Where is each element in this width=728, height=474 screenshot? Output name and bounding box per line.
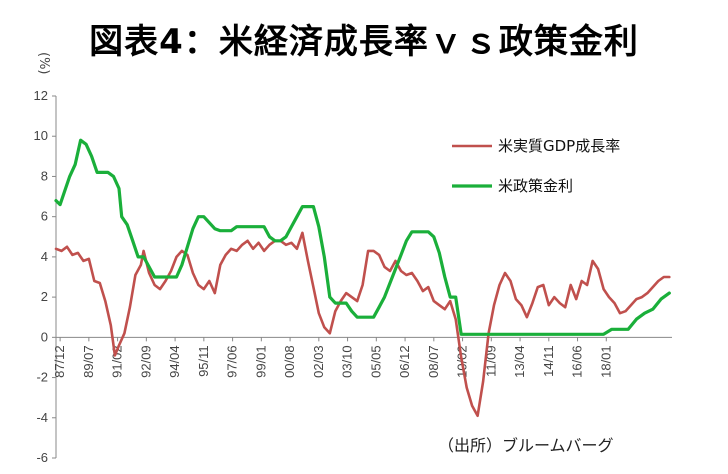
- series-layer: [54, 138, 671, 418]
- x-tick-label: 03/10: [340, 345, 355, 378]
- x-tick-label: 92/09: [138, 345, 153, 378]
- series-line-gdp-growth: [54, 231, 671, 418]
- x-tick-label: 97/06: [225, 345, 240, 378]
- x-tick-label: 13/04: [512, 345, 527, 378]
- x-tick-label: 05/05: [368, 345, 383, 378]
- x-tick-label: 95/11: [196, 345, 211, 377]
- y-tick-label: 6: [41, 209, 48, 224]
- y-tick-label: -4: [36, 410, 48, 425]
- y-tick-label: -2: [36, 370, 48, 385]
- legend-label-gdp-growth: 米実質GDP成長率: [498, 137, 620, 155]
- y-tick-label: 10: [34, 128, 48, 143]
- x-tick-label: 06/12: [397, 345, 412, 378]
- x-tick-label: 16/06: [570, 345, 585, 378]
- y-tick-label: 8: [41, 168, 48, 183]
- y-tick-label: -6: [36, 450, 48, 465]
- x-tick-label: 87/12: [52, 345, 67, 378]
- series-line-policy-rate: [54, 138, 671, 336]
- chart-title: 図表4：米経済成長率ｖｓ政策金利: [89, 22, 639, 62]
- x-tick-label: 18/01: [598, 345, 613, 378]
- y-tick-label: 12: [34, 88, 48, 103]
- x-tick-label: 00/08: [282, 345, 297, 378]
- x-tick-label: 02/03: [311, 345, 326, 378]
- x-tick-label: 99/01: [253, 345, 268, 378]
- y-tick-label: 2: [41, 289, 48, 304]
- x-tick-label: 89/07: [81, 345, 96, 378]
- x-tick-label: 08/07: [426, 345, 441, 378]
- legend-label-policy-rate: 米政策金利: [498, 177, 573, 195]
- source-note: （出所）ブルームバーグ: [438, 436, 614, 455]
- y-unit-label: (%): [36, 52, 51, 75]
- x-tick-label: 14/11: [541, 345, 556, 377]
- y-tick-label: 4: [41, 249, 48, 264]
- x-tick-label: 94/04: [167, 345, 182, 378]
- y-tick-label: 0: [41, 329, 48, 344]
